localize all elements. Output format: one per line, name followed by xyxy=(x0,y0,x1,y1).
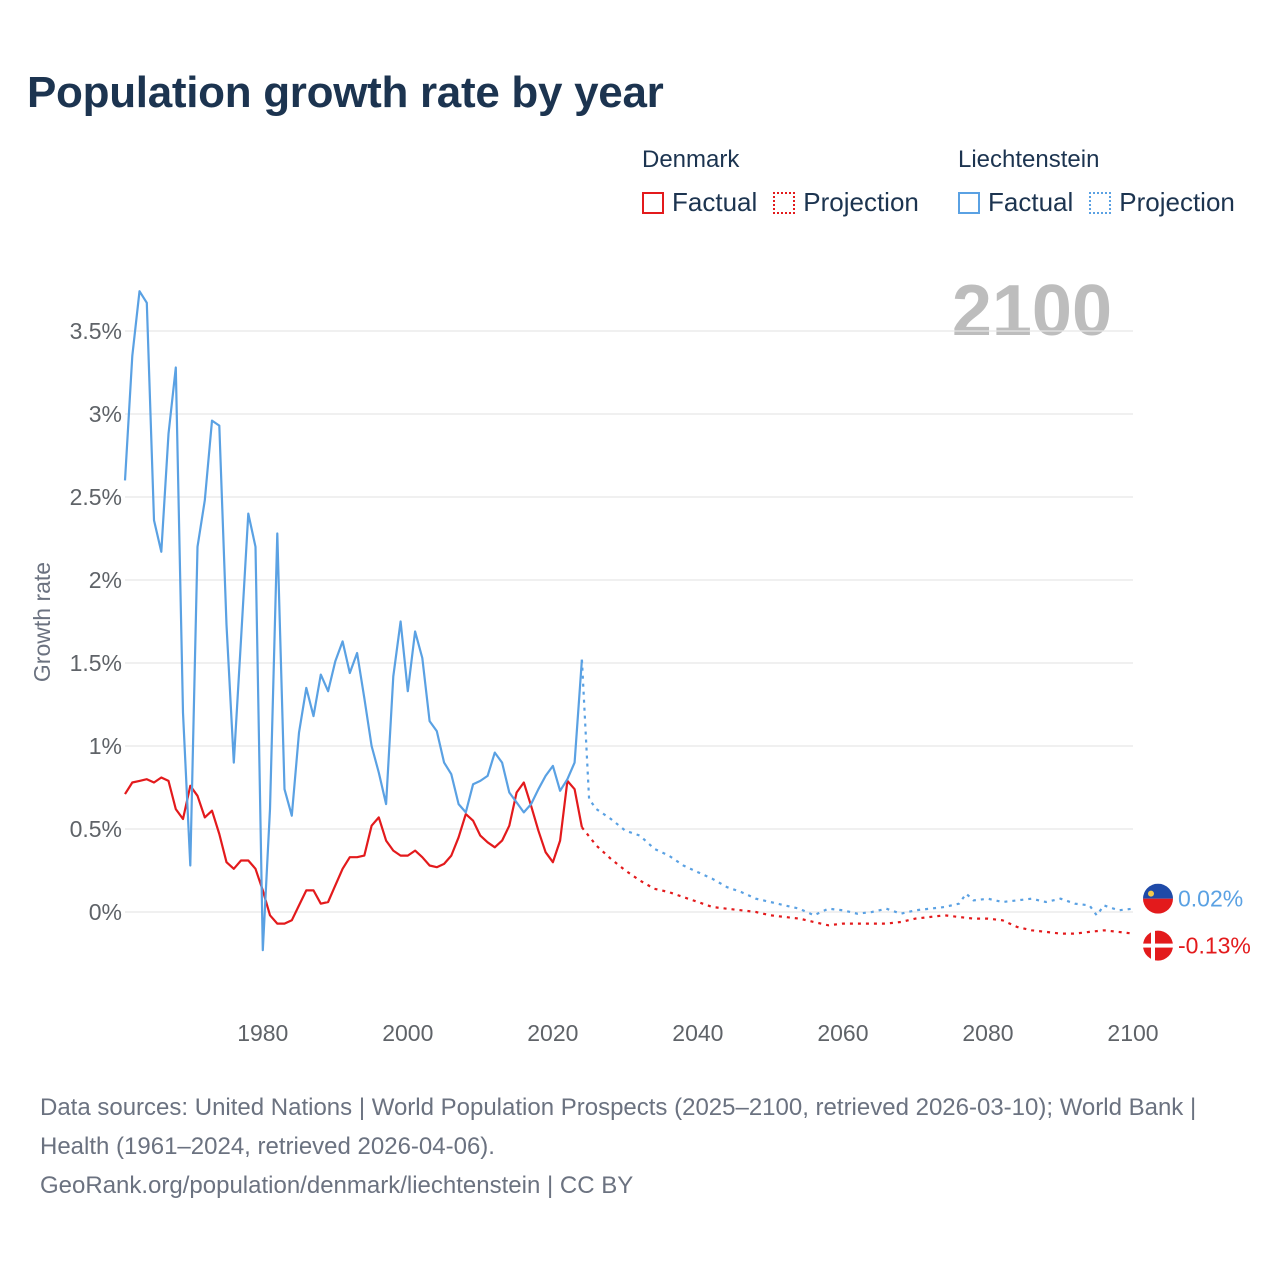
legend-item-liechtenstein-factual[interactable]: Factual xyxy=(958,187,1073,218)
y-tick-label: 0% xyxy=(89,899,122,925)
y-tick-label: 2.5% xyxy=(70,484,122,510)
legend-label: Projection xyxy=(1119,187,1235,217)
legend-label: Factual xyxy=(988,187,1074,217)
series-lines xyxy=(123,290,1134,952)
line-chart: 0% 0.5% 1% 1.5% 2% 2.5% 3% 3.5% 1980 2000 2020 204… xyxy=(29,290,1251,1046)
year-display: 2100 xyxy=(951,271,1112,351)
series-line-denmark-factual xyxy=(124,776,583,925)
x-tick-label: 1980 xyxy=(237,1020,288,1046)
x-axis-ticks: 1980 2000 2020 2040 2060 2080 2100 xyxy=(237,1020,1158,1046)
y-tick-label: 0.5% xyxy=(70,816,122,842)
legend-label: Factual xyxy=(672,187,758,217)
legend-label: Projection xyxy=(803,187,919,217)
data-sources-note: Data sources: United Nations | World Pop… xyxy=(40,1094,1197,1160)
x-tick-label: 2000 xyxy=(382,1020,433,1046)
chart-footer: Data sources: United Nations | World Pop… xyxy=(40,1088,1240,1205)
y-axis-label: Growth rate xyxy=(29,562,55,682)
dotted-line-swatch-icon xyxy=(773,191,796,214)
legend-country-name: Liechtenstein xyxy=(958,146,1100,173)
y-tick-label: 1.5% xyxy=(70,650,122,676)
gridlines xyxy=(125,330,1133,913)
series-line-denmark-projection xyxy=(581,826,1134,935)
y-tick-label: 3% xyxy=(89,401,122,427)
end-markers: -0.13% 0.02% xyxy=(1143,883,1251,961)
legend-group-liechtenstein: Liechtenstein Factual Projection xyxy=(958,145,1251,218)
legend-group-denmark: Denmark Factual Projection xyxy=(642,145,935,218)
legend-item-denmark-factual[interactable]: Factual xyxy=(642,187,757,218)
crown-icon xyxy=(1148,890,1154,897)
end-marker-denmark[interactable]: -0.13% xyxy=(1143,930,1251,961)
x-tick-label: 2020 xyxy=(527,1020,578,1046)
series-line-liechtenstein-factual xyxy=(123,290,583,952)
solid-line-swatch-icon xyxy=(958,191,980,214)
y-tick-label: 2% xyxy=(89,567,122,593)
solid-line-swatch-icon xyxy=(642,191,664,214)
legend-country-name: Denmark xyxy=(642,146,740,173)
y-tick-label: 3.5% xyxy=(70,318,122,344)
series-line-liechtenstein-projection xyxy=(580,659,1134,918)
end-value-label: 0.02% xyxy=(1178,886,1243,912)
y-tick-label: 1% xyxy=(89,733,122,759)
flag-red-band xyxy=(1143,898,1173,914)
end-marker-liechtenstein[interactable]: 0.02% xyxy=(1143,883,1243,914)
credit-link[interactable]: GeoRank.org/population/denmark/liechtens… xyxy=(40,1172,634,1199)
x-tick-label: 2060 xyxy=(817,1020,868,1046)
x-tick-label: 2080 xyxy=(962,1020,1013,1046)
x-tick-label: 2040 xyxy=(672,1020,723,1046)
dotted-line-swatch-icon xyxy=(1089,191,1112,214)
liechtenstein-flag-icon xyxy=(1143,883,1173,899)
y-axis-ticks: 0% 0.5% 1% 1.5% 2% 2.5% 3% 3.5% xyxy=(70,318,122,925)
legend-item-denmark-projection[interactable]: Projection xyxy=(773,187,919,218)
x-tick-label: 2100 xyxy=(1107,1020,1158,1046)
flag-cross-horizontal xyxy=(1143,943,1173,948)
legend-item-liechtenstein-projection[interactable]: Projection xyxy=(1089,187,1235,218)
chart-title: Population growth rate by year xyxy=(27,68,664,117)
end-value-label: -0.13% xyxy=(1178,933,1251,959)
